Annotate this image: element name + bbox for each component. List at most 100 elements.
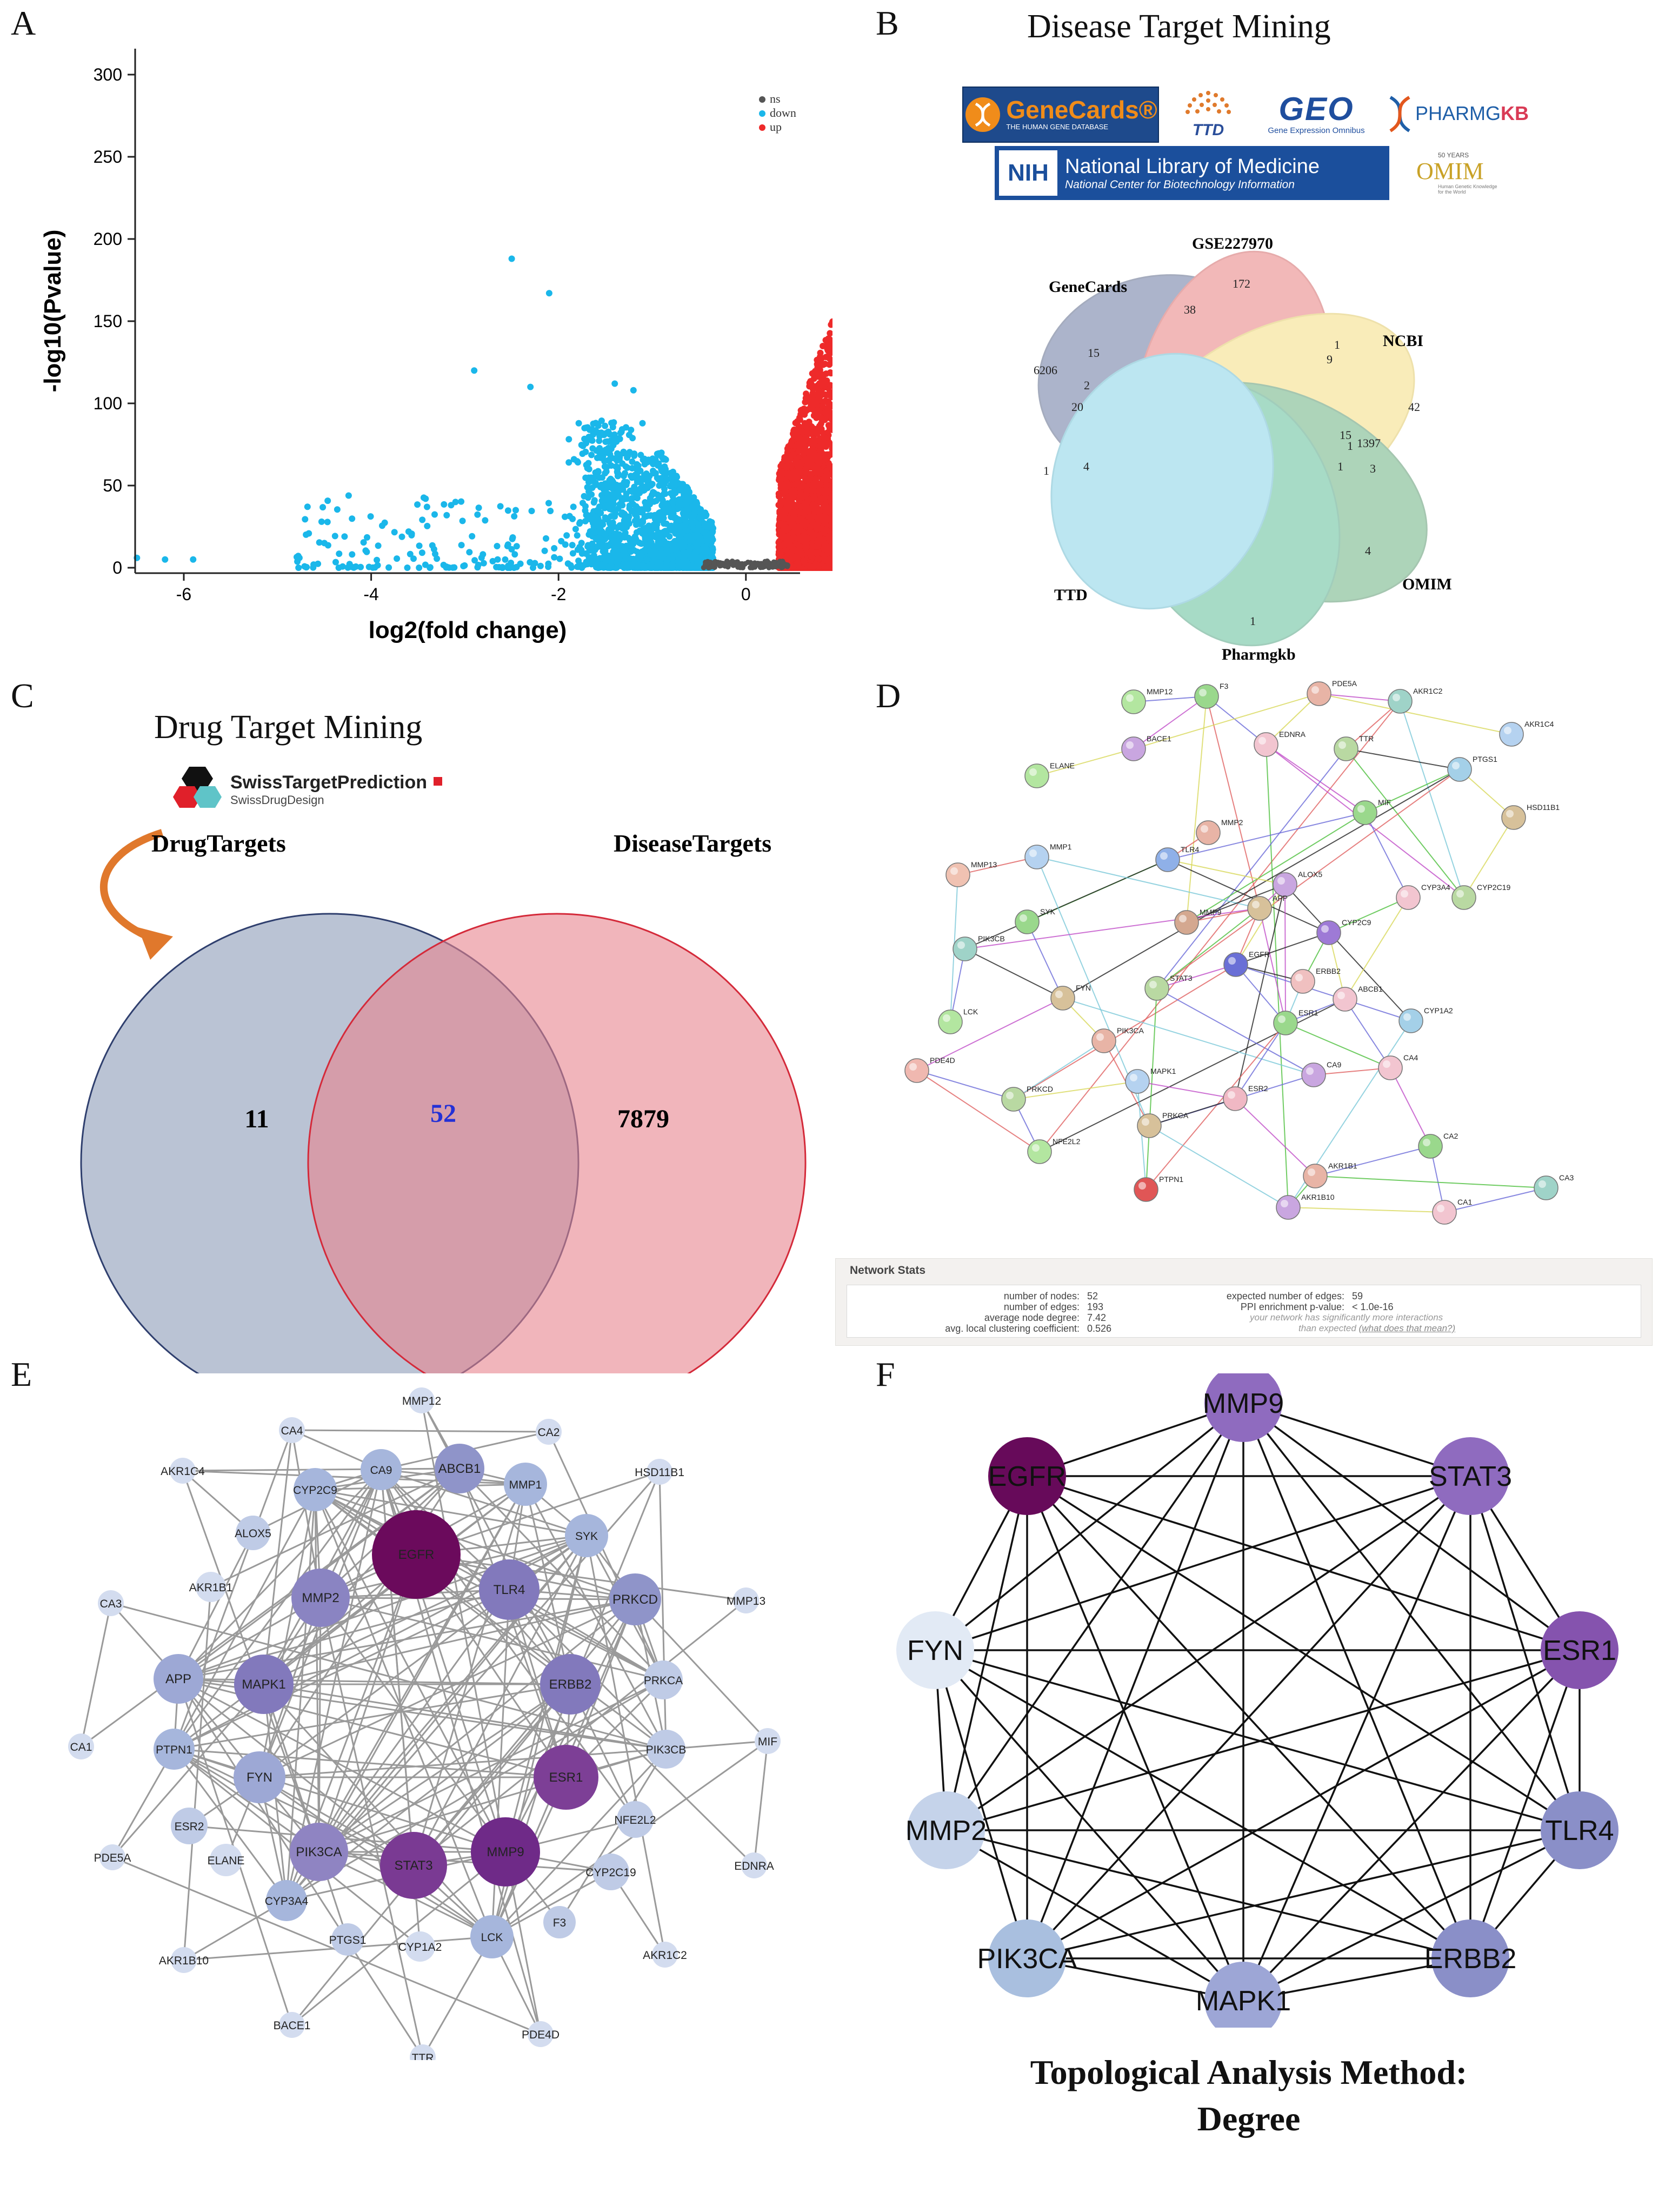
down-point xyxy=(682,521,689,528)
down-point xyxy=(449,564,456,571)
down-point xyxy=(385,564,392,571)
panel-letter-e: E xyxy=(11,1355,32,1393)
down-point xyxy=(686,533,692,540)
down-point xyxy=(509,535,516,542)
down-point xyxy=(566,513,573,520)
down-point xyxy=(707,531,714,537)
down-point xyxy=(589,560,596,567)
down-point xyxy=(616,522,623,529)
down-point xyxy=(569,550,576,557)
down-point xyxy=(664,546,671,553)
down-point xyxy=(607,521,614,527)
down-point xyxy=(334,506,341,513)
down-point xyxy=(631,452,638,459)
down-point xyxy=(474,511,481,518)
down-point xyxy=(379,522,385,529)
down-point xyxy=(683,509,690,516)
down-point xyxy=(416,542,423,549)
down-point xyxy=(591,529,598,536)
down-point xyxy=(650,489,657,496)
down-point xyxy=(650,467,656,474)
down-point xyxy=(497,503,504,510)
volcano-points xyxy=(134,255,832,571)
down-point xyxy=(648,533,655,540)
down-point xyxy=(671,489,677,496)
down-point xyxy=(349,551,356,558)
down-point xyxy=(469,533,476,540)
down-point xyxy=(627,562,634,569)
down-point xyxy=(512,507,519,514)
down-point xyxy=(606,497,613,504)
down-point xyxy=(677,486,684,493)
down-point xyxy=(655,476,662,483)
down-point xyxy=(350,564,357,571)
down-point xyxy=(418,549,425,556)
down-point xyxy=(296,554,303,561)
down-point xyxy=(651,521,658,528)
down-point xyxy=(595,448,602,455)
down-point xyxy=(590,499,597,506)
down-point xyxy=(461,562,468,569)
down-point xyxy=(614,539,621,545)
down-point xyxy=(685,498,691,505)
down-point xyxy=(423,503,430,510)
up-point xyxy=(823,391,830,398)
down-point xyxy=(588,451,595,459)
down-point xyxy=(363,548,370,555)
down-point xyxy=(339,563,346,570)
down-point xyxy=(482,517,489,524)
down-point xyxy=(587,516,594,523)
down-point xyxy=(618,426,625,433)
down-point xyxy=(644,456,651,463)
down-point xyxy=(407,550,414,557)
down-point xyxy=(598,474,605,481)
down-point xyxy=(414,501,421,508)
down-point xyxy=(577,519,584,526)
down-point xyxy=(704,538,711,545)
down-point xyxy=(551,554,558,561)
down-point xyxy=(590,420,597,427)
down-point xyxy=(597,564,604,571)
down-point xyxy=(610,437,617,444)
down-point xyxy=(620,562,627,569)
down-point xyxy=(687,554,694,561)
down-point xyxy=(551,545,558,552)
down-point xyxy=(511,513,518,520)
down-point xyxy=(584,494,591,501)
down-point xyxy=(640,562,647,569)
down-point xyxy=(611,544,618,551)
down-point xyxy=(303,564,310,571)
down-point xyxy=(585,474,592,481)
down-point xyxy=(580,500,586,507)
down-point xyxy=(627,487,634,494)
down-point xyxy=(600,555,607,562)
down-point xyxy=(319,504,327,511)
down-point xyxy=(475,504,482,512)
down-point xyxy=(364,534,370,541)
down-point xyxy=(458,498,465,505)
down-point xyxy=(541,547,548,554)
panel-letter-b: B xyxy=(876,4,899,42)
down-point xyxy=(697,536,704,543)
down-point xyxy=(585,554,592,561)
panel-letter-a: A xyxy=(11,4,36,42)
down-point xyxy=(677,501,684,508)
down-point xyxy=(623,481,630,488)
down-point xyxy=(391,529,398,536)
down-point xyxy=(416,564,423,571)
down-point xyxy=(324,519,331,526)
down-point xyxy=(589,437,596,444)
down-point xyxy=(620,448,627,455)
down-point xyxy=(404,564,411,571)
down-point xyxy=(680,549,687,556)
down-point xyxy=(458,542,465,549)
down-point xyxy=(604,449,611,456)
down-point xyxy=(345,492,352,499)
down-point xyxy=(628,496,635,503)
down-point xyxy=(631,533,638,540)
down-point xyxy=(341,533,348,540)
down-point xyxy=(528,508,535,514)
down-point xyxy=(530,564,536,571)
down-point xyxy=(628,427,635,434)
down-point xyxy=(584,424,591,431)
